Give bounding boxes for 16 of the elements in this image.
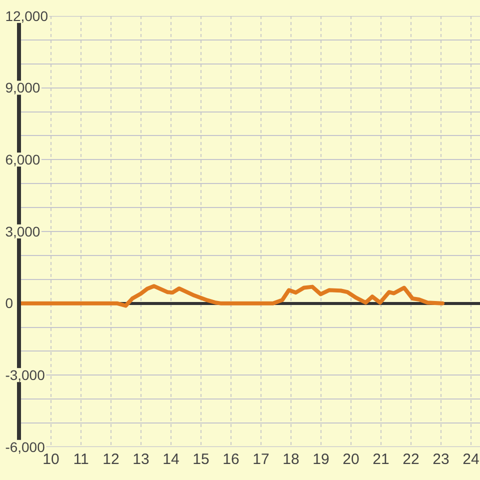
x-tick-label: 10 (42, 451, 60, 468)
x-tick-label: 14 (162, 451, 180, 468)
x-tick-label: 12 (102, 451, 120, 468)
x-tick-label: 18 (282, 451, 300, 468)
line-series (21, 284, 444, 308)
x-tick-label: 15 (192, 451, 210, 468)
x-tick-label: 22 (402, 451, 420, 468)
x-tick-label: 21 (372, 451, 390, 468)
x-tick-label: 19 (312, 451, 330, 468)
x-tick-label: 16 (222, 451, 240, 468)
x-tick-label: 13 (132, 451, 150, 468)
x-tick-label: 24 (462, 451, 480, 468)
x-tick-label: 23 (432, 451, 450, 468)
x-tick-label: 20 (342, 451, 360, 468)
x-tick-label: 11 (73, 451, 89, 468)
x-tick-label: 17 (252, 451, 270, 468)
